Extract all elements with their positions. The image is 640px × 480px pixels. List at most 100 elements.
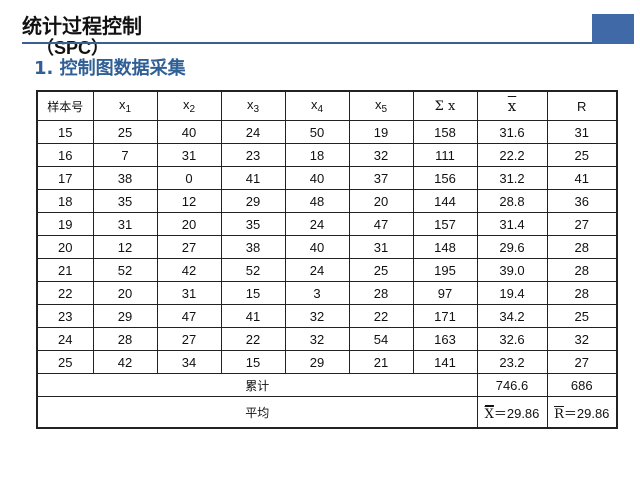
col-header-x5-sub: 5 bbox=[381, 104, 388, 115]
table-cell: 48 bbox=[284, 189, 350, 213]
table-cell: 12 bbox=[156, 189, 222, 213]
table-cell: 25 bbox=[546, 143, 618, 167]
table-cell: 52 bbox=[92, 258, 158, 282]
table-cell: 27 bbox=[156, 327, 222, 351]
table-cell: 22.2 bbox=[476, 143, 548, 167]
table-cell: 15 bbox=[220, 281, 286, 305]
table-cell: 41 bbox=[220, 166, 286, 190]
table-cell: 25 bbox=[92, 120, 158, 144]
col-header-xbar: x bbox=[476, 90, 548, 121]
table-cell: 16 bbox=[36, 143, 94, 167]
table-cell: 34.2 bbox=[476, 304, 548, 328]
table-cell: 19 bbox=[36, 212, 94, 236]
table-row: 15 25 40 24 50 19 158 31.6 31 bbox=[36, 120, 618, 144]
table-cell: 31 bbox=[156, 281, 222, 305]
table-cell: 19 bbox=[348, 120, 414, 144]
table-cell: 31 bbox=[156, 143, 222, 167]
table-cell: 3 bbox=[284, 281, 350, 305]
table-cell: 29 bbox=[92, 304, 158, 328]
total-label: 累计 bbox=[36, 373, 478, 397]
table-cell: 23.2 bbox=[476, 350, 548, 374]
col-header-x4-sub: 4 bbox=[317, 104, 324, 115]
average-xbar: X＝29.86 bbox=[476, 396, 548, 429]
average-r-symbol: R bbox=[554, 406, 564, 422]
col-header-sample-label: 样本号 bbox=[47, 99, 84, 114]
table-cell: 36 bbox=[546, 189, 618, 213]
table-row: 19 31 20 35 24 47 157 31.4 27 bbox=[36, 212, 618, 236]
table-cell: 28 bbox=[546, 281, 618, 305]
col-header-x2: x2 bbox=[156, 90, 222, 121]
table-cell: 15 bbox=[220, 350, 286, 374]
average-xbar-symbol: X bbox=[484, 404, 494, 422]
table-cell: 19.4 bbox=[476, 281, 548, 305]
table-cell: 148 bbox=[412, 235, 478, 259]
col-header-x1: x1 bbox=[92, 90, 158, 121]
col-header-x1-label: x bbox=[118, 97, 126, 112]
table-cell: 29.6 bbox=[476, 235, 548, 259]
table-cell: 24 bbox=[220, 120, 286, 144]
table-row: 24 28 27 22 32 54 163 32.6 32 bbox=[36, 327, 618, 351]
table-cell: 47 bbox=[156, 304, 222, 328]
table-cell: 27 bbox=[546, 350, 618, 374]
col-header-x4-label: x bbox=[310, 97, 318, 112]
page-title: 统计过程控制 bbox=[22, 14, 142, 38]
table-cell: 28.8 bbox=[476, 189, 548, 213]
table-cell: 32 bbox=[284, 304, 350, 328]
table-cell: 32 bbox=[348, 143, 414, 167]
col-header-x2-label: x bbox=[182, 97, 190, 112]
table-cell: 28 bbox=[546, 235, 618, 259]
table-header-row: 样本号 x1 x2 x3 x4 x5 Σ x x R bbox=[36, 90, 618, 121]
col-header-sum-x-label: Σ x bbox=[434, 99, 456, 114]
table-cell: 35 bbox=[92, 189, 158, 213]
table-cell: 34 bbox=[156, 350, 222, 374]
table-cell: 29 bbox=[220, 189, 286, 213]
table-cell: 31.2 bbox=[476, 166, 548, 190]
table-row: 22 20 31 15 3 28 97 19.4 28 bbox=[36, 281, 618, 305]
table-cell: 42 bbox=[92, 350, 158, 374]
table-cell: 144 bbox=[412, 189, 478, 213]
col-header-x4: x4 bbox=[284, 90, 350, 121]
table-cell: 111 bbox=[412, 143, 478, 167]
table-row: 16 7 31 23 18 32 111 22.2 25 bbox=[36, 143, 618, 167]
col-header-x3-label: x bbox=[246, 97, 254, 112]
average-r: R＝29.86 bbox=[546, 396, 618, 429]
table-cell: 21 bbox=[348, 350, 414, 374]
table-cell: 15 bbox=[36, 120, 94, 144]
table-cell: 37 bbox=[348, 166, 414, 190]
table-cell: 31.6 bbox=[476, 120, 548, 144]
average-r-value: ＝29.86 bbox=[563, 405, 610, 421]
table-cell: 38 bbox=[92, 166, 158, 190]
table-row: 17 38 0 41 40 37 156 31.2 41 bbox=[36, 166, 618, 190]
table-cell: 171 bbox=[412, 304, 478, 328]
table-cell: 158 bbox=[412, 120, 478, 144]
table-cell: 47 bbox=[348, 212, 414, 236]
table-cell: 27 bbox=[156, 235, 222, 259]
col-header-r: R bbox=[546, 90, 618, 121]
table-cell: 25 bbox=[36, 350, 94, 374]
table-cell: 24 bbox=[284, 212, 350, 236]
table-cell: 12 bbox=[92, 235, 158, 259]
table-cell: 52 bbox=[220, 258, 286, 282]
table-cell: 28 bbox=[348, 281, 414, 305]
table-row: 21 52 42 52 24 25 195 39.0 28 bbox=[36, 258, 618, 282]
table-cell: 25 bbox=[348, 258, 414, 282]
table-cell: 20 bbox=[36, 235, 94, 259]
table-cell: 22 bbox=[220, 327, 286, 351]
col-header-sum-x: Σ x bbox=[412, 90, 478, 121]
table-cell: 97 bbox=[412, 281, 478, 305]
total-row: 累计 746.6 686 bbox=[36, 373, 618, 397]
table-cell: 23 bbox=[220, 143, 286, 167]
col-header-x3-sub: 3 bbox=[253, 104, 260, 115]
table-cell: 22 bbox=[348, 304, 414, 328]
spc-data-table: 样本号 x1 x2 x3 x4 x5 Σ x x R 15 25 40 24 50 19 1… bbox=[36, 90, 618, 429]
table-cell: 41 bbox=[546, 166, 618, 190]
total-xbar: 746.6 bbox=[476, 373, 548, 397]
average-row: 平均 X＝29.86 R＝29.86 bbox=[36, 396, 618, 429]
table-row: 25 42 34 15 29 21 141 23.2 27 bbox=[36, 350, 618, 374]
table-cell: 141 bbox=[412, 350, 478, 374]
table-cell: 18 bbox=[36, 189, 94, 213]
table-cell: 18 bbox=[284, 143, 350, 167]
table-row: 20 12 27 38 40 31 148 29.6 28 bbox=[36, 235, 618, 259]
table-cell: 31 bbox=[546, 120, 618, 144]
table-cell: 195 bbox=[412, 258, 478, 282]
